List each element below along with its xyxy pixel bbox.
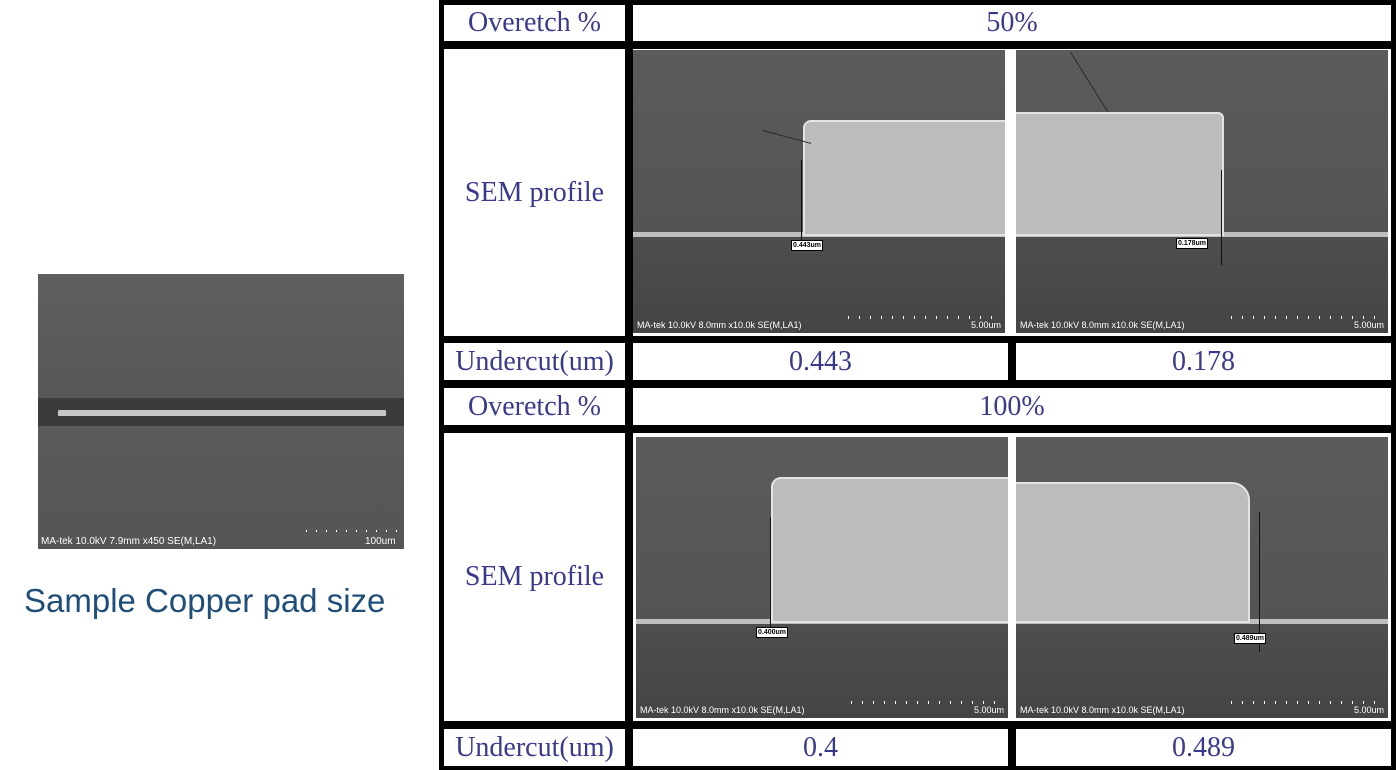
sem-scale-text: 5.00um — [1353, 705, 1384, 715]
sem-info-text: MA-tek 10.0kV 8.0mm x10.0k SE(M,LA1) — [1020, 320, 1185, 330]
sem-profile-label-2: SEM profile — [444, 433, 625, 721]
sem-info-text: MA-tek 10.0kV 8.0mm x10.0k SE(M,LA1) — [637, 320, 802, 330]
sem-image-50-left: 0.443um MA-tek 10.0kV 8.0mm x10.0k SE(M,… — [633, 50, 1005, 333]
sem-image-100-right: 0.489um MA-tek 10.0kV 8.0mm x10.0k SE(M,… — [1016, 437, 1388, 718]
overetch-label-2: Overetch % — [444, 388, 625, 425]
sem-info-text: MA-tek 10.0kV 7.9mm x450 SE(M,LA1) — [41, 536, 217, 547]
undercut-value-50-left: 0.443 — [633, 343, 1008, 380]
sem-scale-text: 5.00um — [1353, 320, 1384, 330]
measure-label: 0.400um — [756, 627, 789, 638]
sem-scale-text: 5.00um — [973, 705, 1004, 715]
copper-pad — [58, 410, 386, 416]
sample-caption: Sample Copper pad size — [24, 582, 386, 619]
undercut-value-100-right: 0.489 — [1016, 729, 1391, 766]
sem-profile-row-2: 0.400um MA-tek 10.0kV 8.0mm x10.0k SE(M,… — [633, 433, 1391, 721]
measure-label: 0.489um — [1234, 633, 1267, 644]
overetch-label-1: Overetch % — [444, 5, 625, 41]
measure-label: 0.178um — [1176, 238, 1209, 249]
sem-scale-text: 100um — [365, 536, 396, 547]
measure-label: 0.443um — [791, 240, 824, 251]
sem-image-50-right: 0.178um MA-tek 10.0kV 8.0mm x10.0k SE(M,… — [1016, 50, 1388, 333]
undercut-value-50-right: 0.178 — [1016, 343, 1391, 380]
undercut-label-2: Undercut(um) — [444, 729, 625, 766]
sem-scale-ticks — [306, 530, 404, 538]
sem-info-text: MA-tek 10.0kV 8.0mm x10.0k SE(M,LA1) — [640, 705, 805, 715]
overetch-results-table: Overetch % 50% SEM profile 0.443um MA-te… — [439, 0, 1396, 770]
copper-pad-sem-image: MA-tek 10.0kV 7.9mm x450 SE(M,LA1) 100um — [38, 274, 404, 549]
sem-scale-text: 5.00um — [970, 320, 1001, 330]
undercut-label-1: Undercut(um) — [444, 343, 625, 380]
overetch-value-2: 100% — [633, 388, 1391, 425]
sem-profile-label-1: SEM profile — [444, 49, 625, 336]
sem-image-100-left: 0.400um MA-tek 10.0kV 8.0mm x10.0k SE(M,… — [636, 437, 1008, 718]
sem-info-text: MA-tek 10.0kV 8.0mm x10.0k SE(M,LA1) — [1020, 705, 1185, 715]
undercut-value-100-left: 0.4 — [633, 729, 1008, 766]
overetch-value-1: 50% — [633, 5, 1391, 41]
sem-profile-row-1: 0.443um MA-tek 10.0kV 8.0mm x10.0k SE(M,… — [633, 49, 1391, 336]
